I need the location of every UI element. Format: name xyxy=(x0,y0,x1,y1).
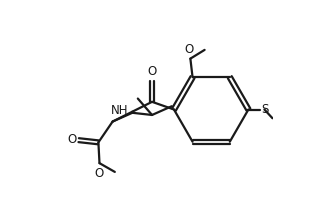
Text: O: O xyxy=(95,167,104,180)
Text: O: O xyxy=(185,43,194,56)
Text: S: S xyxy=(261,103,269,116)
Text: O: O xyxy=(68,132,77,146)
Text: NH: NH xyxy=(111,104,128,117)
Text: O: O xyxy=(147,65,157,78)
